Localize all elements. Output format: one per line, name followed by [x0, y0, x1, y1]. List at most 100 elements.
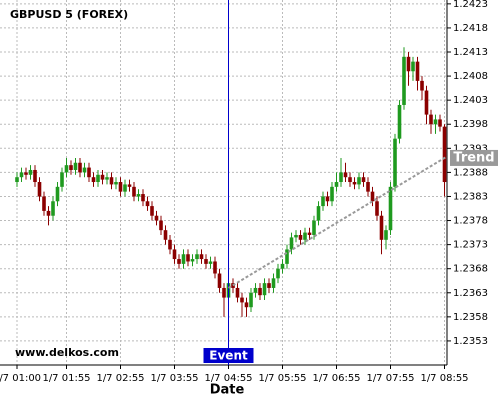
- candle-body: [316, 206, 321, 221]
- x-tick-label: 1/7 01:00: [0, 373, 41, 384]
- candle-body: [222, 287, 226, 298]
- candle-body: [24, 172, 28, 175]
- trend-line: [227, 155, 448, 289]
- y-tick-label: 1.2383: [453, 191, 488, 202]
- chart-title: GBPUSD 5 (FOREX): [10, 8, 128, 21]
- candle-body: [168, 239, 172, 250]
- candle-body: [312, 220, 316, 235]
- x-tick-label: 1/7 01:55: [42, 373, 90, 384]
- candle-body: [370, 191, 375, 202]
- y-tick-label: 1.2388: [453, 167, 488, 178]
- watermark: www.delkos.com: [15, 346, 119, 359]
- candle-body: [357, 177, 361, 185]
- candle-body: [55, 186, 60, 202]
- candle-body: [343, 172, 348, 178]
- y-tick-label: 1.2418: [453, 23, 488, 34]
- candle-body: [213, 261, 217, 274]
- candle-body: [280, 263, 285, 269]
- candle-body: [285, 249, 289, 264]
- candle-body: [438, 119, 442, 127]
- candle-body: [136, 194, 141, 197]
- candle-body: [91, 177, 96, 183]
- event-label-box: [203, 348, 254, 363]
- x-axis-label: Date: [210, 383, 245, 398]
- candle-body: [60, 172, 64, 187]
- candle-body: [267, 283, 271, 288]
- candle-body: [217, 273, 222, 288]
- candle-body: [195, 254, 199, 260]
- y-tick-label: 1.2423: [453, 0, 488, 10]
- candle-body: [42, 196, 46, 211]
- y-tick-label: 1.2403: [453, 95, 488, 106]
- candle-body: [177, 259, 181, 264]
- candle-body: [73, 162, 78, 170]
- event-label: Event: [209, 349, 248, 363]
- candle-body: [406, 56, 411, 72]
- x-tick-label: 1/7 07:55: [366, 373, 414, 384]
- candle-body: [19, 172, 24, 178]
- candle-body: [303, 232, 307, 240]
- candle-body: [69, 165, 73, 170]
- candle-body: [154, 215, 159, 221]
- candle-body: [37, 182, 42, 197]
- y-tick-label: 1.2378: [453, 216, 488, 227]
- trend-label-box: [450, 149, 498, 166]
- candle-body: [339, 172, 343, 183]
- candle-body: [271, 278, 276, 288]
- candle-body: [127, 184, 132, 187]
- candle-body: [402, 56, 406, 105]
- candle-body: [145, 201, 150, 207]
- candle-body: [388, 186, 393, 231]
- candle-body: [361, 177, 366, 183]
- candle-body: [15, 177, 19, 183]
- candle-body: [159, 220, 163, 231]
- candle-body: [235, 287, 240, 298]
- candle-body: [289, 237, 294, 250]
- candle-body: [442, 126, 447, 183]
- candle-body: [87, 167, 91, 178]
- y-tick-label: 1.2398: [453, 119, 488, 130]
- x-tick-label: 1/7 08:55: [420, 373, 468, 384]
- candle-body: [186, 254, 190, 262]
- trend-label: Trend: [453, 150, 494, 165]
- candle-body: [307, 232, 312, 235]
- y-tick-label: 1.2368: [453, 264, 488, 275]
- candle-body: [321, 196, 325, 207]
- y-tick-label: 1.2373: [453, 240, 488, 251]
- candle-body: [294, 234, 298, 238]
- candle-body: [132, 186, 136, 197]
- candle-body: [33, 169, 37, 183]
- candle-body: [163, 230, 168, 240]
- candle-body: [244, 302, 249, 308]
- candle-body: [258, 287, 262, 296]
- candle-body: [82, 167, 87, 173]
- y-tick-label: 1.2408: [453, 71, 488, 82]
- x-tick-label: 1/7 03:55: [150, 373, 198, 384]
- candle-body: [429, 114, 433, 125]
- candle-body: [375, 201, 379, 216]
- candle-body: [411, 61, 415, 72]
- candle-body: [28, 169, 33, 175]
- y-tick-label: 1.2353: [453, 336, 488, 347]
- candle-body: [366, 182, 370, 192]
- candle-body: [393, 138, 397, 187]
- candle-body: [141, 194, 145, 202]
- candle-body: [334, 182, 339, 187]
- grid: [0, 0, 447, 365]
- candle-body: [190, 259, 195, 262]
- candle-body: [276, 268, 280, 279]
- candle-body: [105, 177, 109, 180]
- candle-body: [64, 165, 69, 173]
- x-tick-label: 1/7 05:55: [258, 373, 306, 384]
- candle-body: [330, 186, 334, 202]
- x-tick-label: 1/7 06:55: [312, 373, 360, 384]
- candle-body: [114, 182, 118, 185]
- candle-body: [249, 292, 253, 308]
- candle-body: [150, 206, 154, 216]
- candle-body: [352, 182, 357, 185]
- y-tick-label: 1.2413: [453, 47, 488, 58]
- candle-body: [78, 162, 82, 173]
- candle-body: [325, 196, 330, 202]
